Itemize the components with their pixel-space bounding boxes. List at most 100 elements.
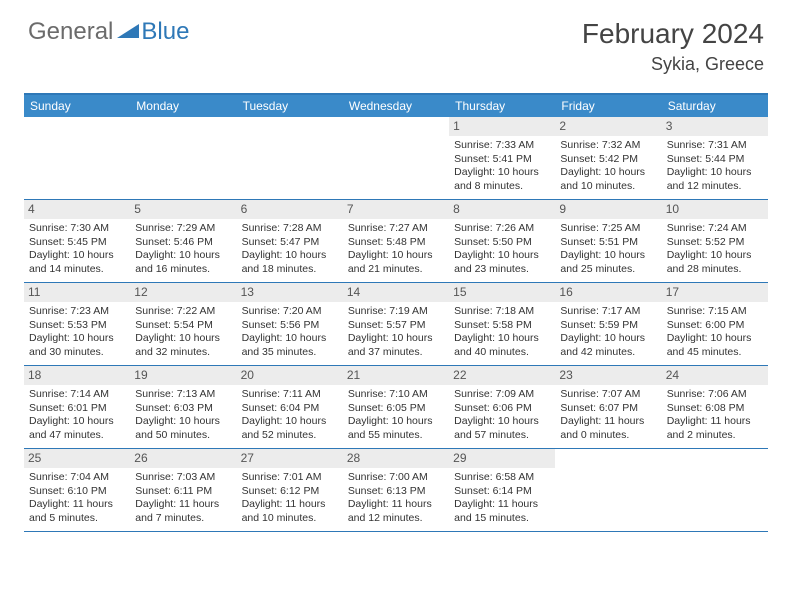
sunrise-text: Sunrise: 7:20 AM [242,305,338,318]
location-label: Sykia, Greece [582,54,764,75]
sunrise-text: Sunrise: 7:04 AM [29,471,125,484]
date-number: 27 [237,449,343,468]
daylight-text: and 12 minutes. [348,512,444,525]
date-number: 1 [449,117,555,136]
sunset-text: Sunset: 5:59 PM [560,319,656,332]
daylight-text: and 25 minutes. [560,263,656,276]
daylight-text: and 16 minutes. [135,263,231,276]
daylight-text: and 55 minutes. [348,429,444,442]
day-cell: 2Sunrise: 7:32 AMSunset: 5:42 PMDaylight… [555,117,661,199]
sunrise-text: Sunrise: 7:18 AM [454,305,550,318]
day-cell: 6 Sunrise: 7:28 AMSunset: 5:47 PMDaylight… [237,200,343,282]
date-number: 6 [237,200,343,219]
sunset-text: Sunset: 5:58 PM [454,319,550,332]
calendar: SundayMondayTuesdayWednesdayThursdayFrid… [24,93,768,532]
sunset-text: Sunset: 6:10 PM [29,485,125,498]
day-header: Sunday [24,95,130,117]
empty-cell [24,117,130,199]
sunrise-text: Sunrise: 7:11 AM [242,388,338,401]
week-row: 25Sunrise: 7:04 AMSunset: 6:10 PMDayligh… [24,449,768,532]
sunset-text: Sunset: 5:52 PM [667,236,763,249]
date-number: 8 [449,200,555,219]
sunrise-text: Sunrise: 7:30 AM [29,222,125,235]
sunset-text: Sunset: 6:06 PM [454,402,550,415]
sunrise-text: Sunrise: 7:06 AM [667,388,763,401]
sunrise-text: Sunrise: 7:31 AM [667,139,763,152]
sunset-text: Sunset: 5:45 PM [29,236,125,249]
sunrise-text: Sunrise: 7:26 AM [454,222,550,235]
daylight-text: Daylight: 10 hours [454,166,550,179]
daylight-text: Daylight: 10 hours [348,415,444,428]
date-number: 21 [343,366,449,385]
daylight-text: Daylight: 10 hours [454,249,550,262]
sunset-text: Sunset: 5:56 PM [242,319,338,332]
sunrise-text: Sunrise: 7:07 AM [560,388,656,401]
empty-cell [662,449,768,531]
day-cell: 13Sunrise: 7:20 AMSunset: 5:56 PMDayligh… [237,283,343,365]
sunset-text: Sunset: 5:42 PM [560,153,656,166]
sunrise-text: Sunrise: 7:14 AM [29,388,125,401]
daylight-text: Daylight: 10 hours [29,249,125,262]
daylight-text: and 28 minutes. [667,263,763,276]
date-number: 9 [555,200,661,219]
sunrise-text: Sunrise: 6:58 AM [454,471,550,484]
daylight-text: Daylight: 10 hours [560,166,656,179]
sunrise-text: Sunrise: 7:25 AM [560,222,656,235]
daylight-text: and 2 minutes. [667,429,763,442]
sunset-text: Sunset: 6:14 PM [454,485,550,498]
day-cell: 28Sunrise: 7:00 AMSunset: 6:13 PMDayligh… [343,449,449,531]
sunset-text: Sunset: 5:47 PM [242,236,338,249]
brand-text-1: General [28,18,113,46]
daylight-text: and 18 minutes. [242,263,338,276]
day-cell: 22Sunrise: 7:09 AMSunset: 6:06 PMDayligh… [449,366,555,448]
sunrise-text: Sunrise: 7:01 AM [242,471,338,484]
day-cell: 8 Sunrise: 7:26 AMSunset: 5:50 PMDaylight… [449,200,555,282]
daylight-text: Daylight: 11 hours [242,498,338,511]
daylight-text: and 23 minutes. [454,263,550,276]
day-cell: 3Sunrise: 7:31 AMSunset: 5:44 PMDaylight… [662,117,768,199]
daylight-text: Daylight: 10 hours [667,166,763,179]
weeks-container: 1Sunrise: 7:33 AMSunset: 5:41 PMDaylight… [24,117,768,532]
sunset-text: Sunset: 6:07 PM [560,402,656,415]
day-header: Tuesday [237,95,343,117]
brand-triangle-icon [117,22,139,43]
day-header-row: SundayMondayTuesdayWednesdayThursdayFrid… [24,95,768,117]
sunrise-text: Sunrise: 7:28 AM [242,222,338,235]
daylight-text: Daylight: 10 hours [348,332,444,345]
day-cell: 14Sunrise: 7:19 AMSunset: 5:57 PMDayligh… [343,283,449,365]
day-cell: 7Sunrise: 7:27 AMSunset: 5:48 PMDaylight… [343,200,449,282]
daylight-text: and 15 minutes. [454,512,550,525]
brand-text-2: Blue [141,18,189,46]
sunrise-text: Sunrise: 7:29 AM [135,222,231,235]
daylight-text: Daylight: 10 hours [454,415,550,428]
sunrise-text: Sunrise: 7:23 AM [29,305,125,318]
sunset-text: Sunset: 6:00 PM [667,319,763,332]
daylight-text: Daylight: 10 hours [135,332,231,345]
sunrise-text: Sunrise: 7:32 AM [560,139,656,152]
sunset-text: Sunset: 5:50 PM [454,236,550,249]
daylight-text: Daylight: 10 hours [29,415,125,428]
day-cell: 5Sunrise: 7:29 AMSunset: 5:46 PMDaylight… [130,200,236,282]
month-title: February 2024 [582,18,764,50]
date-number: 18 [24,366,130,385]
daylight-text: Daylight: 10 hours [242,249,338,262]
daylight-text: and 42 minutes. [560,346,656,359]
daylight-text: Daylight: 11 hours [348,498,444,511]
daylight-text: and 32 minutes. [135,346,231,359]
empty-cell [130,117,236,199]
daylight-text: and 37 minutes. [348,346,444,359]
daylight-text: and 57 minutes. [454,429,550,442]
sunset-text: Sunset: 6:11 PM [135,485,231,498]
date-number: 28 [343,449,449,468]
day-header: Wednesday [343,95,449,117]
day-cell: 25Sunrise: 7:04 AMSunset: 6:10 PMDayligh… [24,449,130,531]
date-number: 16 [555,283,661,302]
day-cell: 10Sunrise: 7:24 AMSunset: 5:52 PMDayligh… [662,200,768,282]
date-number: 14 [343,283,449,302]
day-cell: 9Sunrise: 7:25 AMSunset: 5:51 PMDaylight… [555,200,661,282]
daylight-text: and 10 minutes. [242,512,338,525]
sunset-text: Sunset: 6:05 PM [348,402,444,415]
daylight-text: and 40 minutes. [454,346,550,359]
date-number: 4 [24,200,130,219]
week-row: 11Sunrise: 7:23 AMSunset: 5:53 PMDayligh… [24,283,768,366]
